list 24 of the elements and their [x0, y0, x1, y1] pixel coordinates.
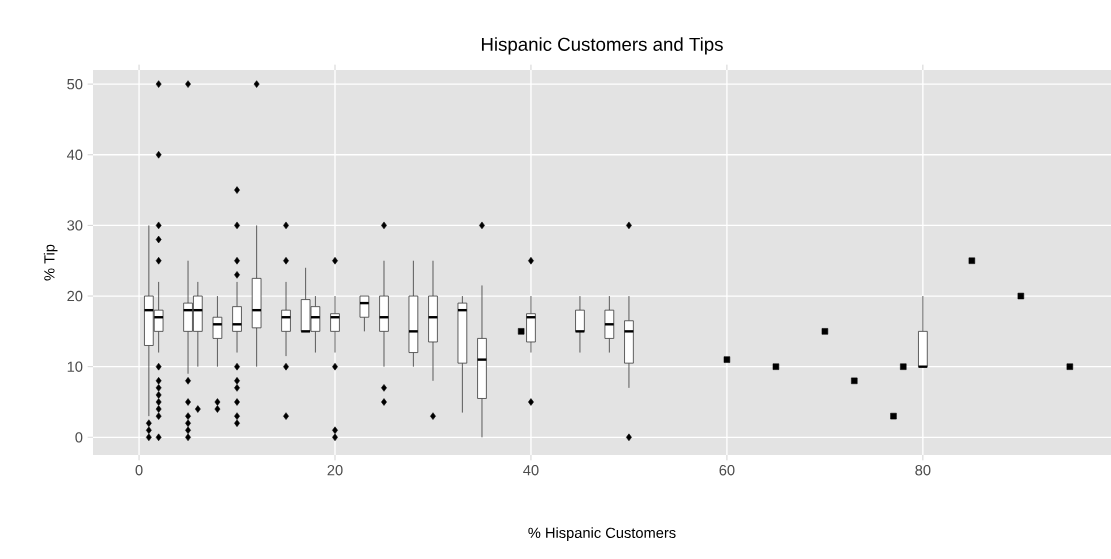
point	[890, 412, 897, 420]
x-tick-label: 20	[327, 465, 343, 476]
y-tick-label: 30	[67, 220, 83, 231]
point	[517, 328, 525, 335]
y-axis-title: % Tip	[43, 244, 58, 281]
point	[723, 356, 731, 363]
y-tick-label: 0	[75, 432, 83, 443]
y-tick-label: 50	[67, 78, 83, 90]
x-axis-title: % Hispanic Customers	[528, 527, 676, 541]
y-tick-label: 20	[67, 290, 83, 302]
x-tick-label: 60	[719, 465, 735, 476]
point	[1017, 292, 1025, 300]
point	[851, 377, 858, 385]
y-tick-label: 10	[67, 361, 83, 372]
point	[1066, 363, 1074, 370]
y-tick-label: 40	[66, 149, 83, 160]
point	[900, 363, 907, 370]
x-tick-label: 80	[915, 465, 931, 476]
chart-title: Hispanic Customers and Tips	[481, 37, 723, 55]
x-tick-label: 0	[135, 465, 143, 476]
point	[772, 363, 780, 370]
point	[968, 257, 976, 264]
point	[821, 328, 829, 335]
x-tick-label: 40	[523, 465, 539, 476]
